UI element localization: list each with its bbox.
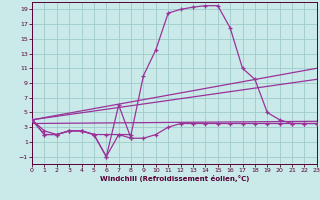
X-axis label: Windchill (Refroidissement éolien,°C): Windchill (Refroidissement éolien,°C) bbox=[100, 175, 249, 182]
